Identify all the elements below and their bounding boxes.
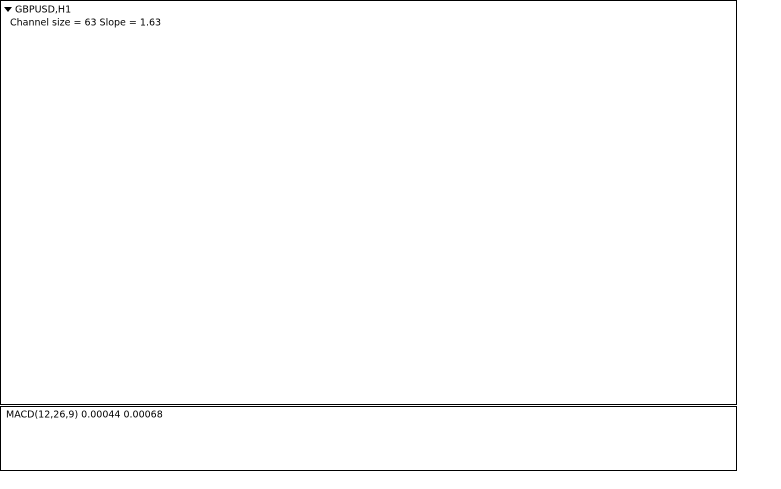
symbol-marker (4, 7, 12, 12)
chart-subtitle: Channel size = 63 Slope = 1.63 (10, 18, 161, 29)
macd-title: MACD(12,26,9) 0.00044 0.00068 (6, 410, 163, 421)
main-pane (0, 0, 737, 405)
chart-title: GBPUSD,H1 (15, 5, 71, 16)
macd-pane (0, 406, 737, 471)
